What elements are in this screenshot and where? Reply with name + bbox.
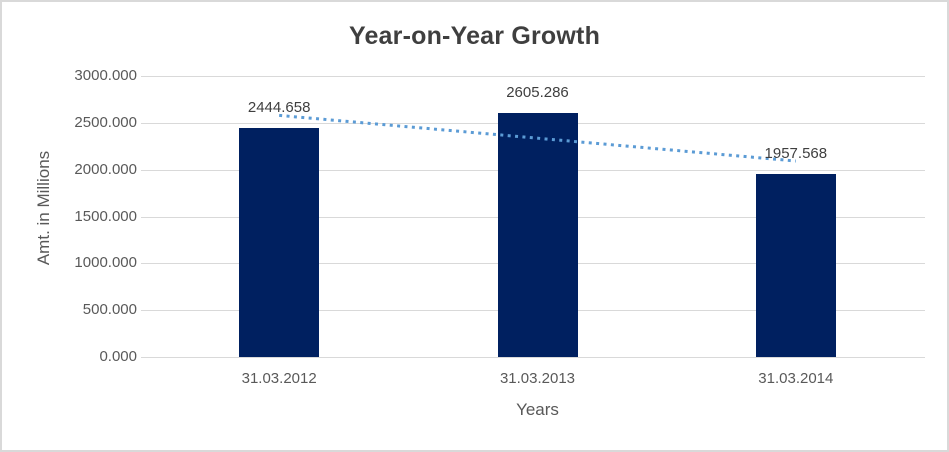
bar[interactable]: [755, 173, 836, 357]
y-axis-tick-label: 1500.000: [74, 207, 137, 225]
y-axis-tick: [141, 263, 150, 265]
bar[interactable]: [239, 128, 320, 357]
x-axis-tick-label: 31.03.2014: [758, 370, 834, 387]
bar-data-label: 2605.286: [506, 83, 569, 101]
y-axis-tick-label: 2000.000: [74, 160, 137, 178]
chart-title: Year-on-Year Growth: [348, 22, 601, 50]
y-axis-tick-label: 3000.000: [74, 67, 137, 84]
x-axis-title: Years: [516, 400, 559, 419]
gridline: [150, 357, 925, 358]
y-axis-tick-label: 1000.000: [74, 254, 137, 272]
x-axis-tick-label: 31.03.2012: [241, 370, 317, 387]
y-axis-tick: [141, 310, 150, 312]
y-axis-tick-label: 0.000: [99, 348, 137, 365]
bar-data-label: 1957.568: [764, 144, 828, 162]
y-axis-tick: [141, 357, 150, 358]
y-axis-tick: [141, 122, 150, 124]
y-axis-tick-label: 2500.000: [74, 113, 137, 131]
x-axis-tick-label: 31.03.2013: [499, 370, 576, 387]
gridline: [150, 76, 925, 77]
bar-data-label: 2444.658: [247, 99, 311, 117]
bar[interactable]: [497, 112, 578, 357]
trendline-segment[interactable]: [279, 113, 796, 163]
y-axis-tick: [141, 216, 150, 218]
y-axis-tick: [141, 169, 150, 171]
y-axis-tick-label: 500.000: [82, 301, 137, 319]
y-axis-tick: [141, 76, 150, 77]
